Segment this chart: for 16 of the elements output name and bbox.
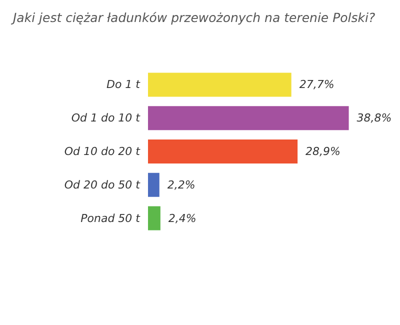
data-label: 28,9% bbox=[306, 145, 341, 158]
bar bbox=[148, 206, 160, 230]
bar bbox=[148, 72, 292, 97]
y-tick-label: Do 1 t bbox=[106, 78, 141, 92]
data-label: 38,8% bbox=[356, 112, 392, 125]
y-tick-label: Od 20 do 50 t bbox=[64, 178, 141, 192]
bar bbox=[148, 106, 349, 130]
bar bbox=[148, 140, 298, 164]
data-label: 27,7% bbox=[299, 78, 334, 92]
chart-title: Jaki jest ciężar ładunków przewożonych na terenie Polski? bbox=[10, 10, 376, 25]
y-tick-label: Ponad 50 t bbox=[80, 212, 141, 225]
data-label: 2,2% bbox=[167, 178, 196, 192]
bar bbox=[148, 172, 160, 197]
data-label: 2,4% bbox=[168, 212, 196, 225]
y-tick-label: Od 1 do 10 t bbox=[71, 112, 141, 125]
y-tick-label: Od 10 do 20 t bbox=[64, 145, 141, 158]
